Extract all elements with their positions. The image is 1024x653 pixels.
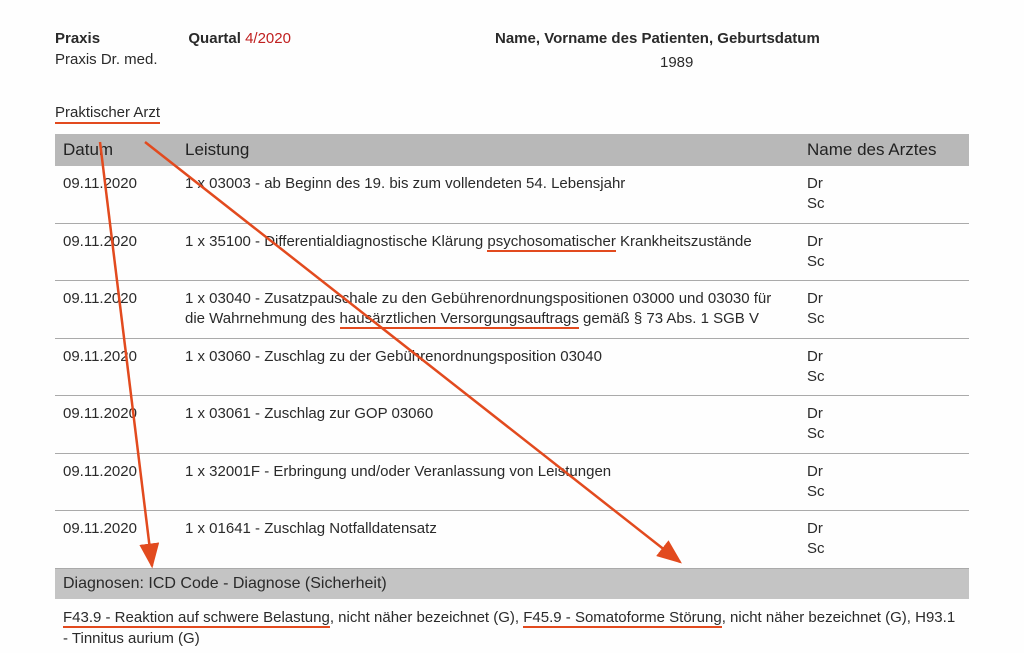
- underline-span: psychosomatischer: [487, 233, 615, 252]
- cell-date: 09.11.2020: [55, 338, 177, 396]
- services-table: Datum Leistung Name des Arztes 09.11.202…: [55, 134, 969, 569]
- cell-service: 1 x 03003 - ab Beginn des 19. bis zum vo…: [177, 166, 799, 223]
- cell-doctor: DrSc: [799, 223, 969, 281]
- cell-date: 09.11.2020: [55, 281, 177, 339]
- cell-date: 09.11.2020: [55, 453, 177, 511]
- cell-service: 1 x 01641 - Zuschlag Notfalldatensatz: [177, 511, 799, 569]
- underline-span: hausärztlichen Versorgungsauftrags: [340, 310, 579, 329]
- quartal-label: Quartal: [188, 30, 241, 47]
- cell-service: 1 x 35100 - Differentialdiagnostische Kl…: [177, 223, 799, 281]
- cell-doctor: DrSc: [799, 166, 969, 223]
- praxis-name: Praxis Dr. med.: [55, 51, 969, 68]
- cell-doctor: DrSc: [799, 281, 969, 339]
- col-service: Leistung: [177, 134, 799, 166]
- diagnoses-header: Diagnosen: ICD Code - Diagnose (Sicherhe…: [55, 569, 969, 599]
- cell-service: 1 x 03061 - Zuschlag zur GOP 03060: [177, 396, 799, 454]
- diagnoses-body: F43.9 - Reaktion auf schwere Belastung, …: [55, 599, 969, 653]
- cell-doctor: DrSc: [799, 511, 969, 569]
- cell-date: 09.11.2020: [55, 166, 177, 223]
- cell-date: 09.11.2020: [55, 511, 177, 569]
- cell-doctor: DrSc: [799, 453, 969, 511]
- table-row: 09.11.20201 x 03061 - Zuschlag zur GOP 0…: [55, 396, 969, 454]
- diag-seg2: , nicht näher bezeichnet (G),: [330, 609, 523, 626]
- table-row: 09.11.20201 x 03003 - ab Beginn des 19. …: [55, 166, 969, 223]
- table-row: 09.11.20201 x 03040 - Zusatzpauschale zu…: [55, 281, 969, 339]
- table-row: 09.11.20201 x 35100 - Differentialdiagno…: [55, 223, 969, 281]
- table-row: 09.11.20201 x 01641 - Zuschlag Notfallda…: [55, 511, 969, 569]
- cell-doctor: DrSc: [799, 396, 969, 454]
- table-row: 09.11.20201 x 03060 - Zuschlag zu der Ge…: [55, 338, 969, 396]
- diag-seg3: F45.9 - Somatoforme Störung: [523, 609, 721, 628]
- diag-seg1: F43.9 - Reaktion auf schwere Belastung: [63, 609, 330, 628]
- praxis-label: Praxis: [55, 30, 100, 47]
- cell-service: 1 x 03060 - Zuschlag zu der Gebührenordn…: [177, 338, 799, 396]
- patient-label: Name, Vorname des Patienten, Geburtsdatu…: [495, 30, 820, 47]
- cell-date: 09.11.2020: [55, 396, 177, 454]
- cell-doctor: DrSc: [799, 338, 969, 396]
- table-row: 09.11.20201 x 32001F - Erbringung und/od…: [55, 453, 969, 511]
- cell-date: 09.11.2020: [55, 223, 177, 281]
- cell-service: 1 x 03040 - Zusatzpauschale zu den Gebüh…: [177, 281, 799, 339]
- birth-year: 1989: [660, 54, 693, 71]
- col-doctor: Name des Arztes: [799, 134, 969, 166]
- cell-service: 1 x 32001F - Erbringung und/oder Veranla…: [177, 453, 799, 511]
- col-date: Datum: [55, 134, 177, 166]
- quartal-value: 4/2020: [245, 30, 291, 47]
- arzt-type: Praktischer Arzt: [55, 104, 160, 124]
